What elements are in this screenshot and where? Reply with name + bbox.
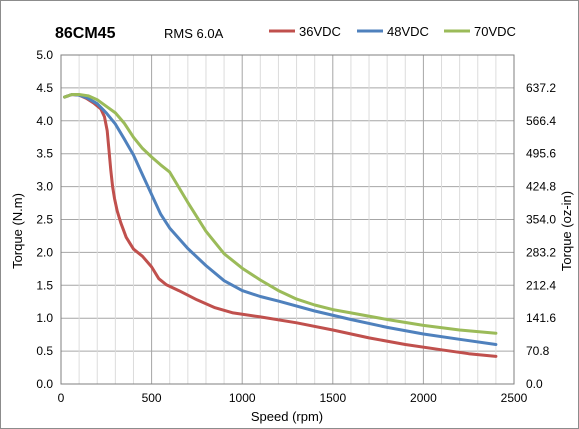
series-line-36vdc [63,93,498,358]
legend: 36VDC 48VDC 70VDC [269,24,516,39]
y2-tick-label: 566.4 [526,114,556,128]
y-tick-label: 0.0 [36,377,53,391]
y-tick-label: 3.5 [36,147,53,161]
x-axis-ticks: 0 500 1000 1500 2000 2500 [58,391,528,405]
y-tick-label: 4.5 [36,81,53,95]
x-axis-title: Speed (rpm) [251,409,323,424]
x-tick-label: 1500 [319,391,346,405]
legend-label-70vdc: 70VDC [474,24,516,39]
x-tick-label: 0 [58,391,65,405]
series-lines [63,93,498,358]
y-tick-label: 2.0 [36,245,53,259]
y-tick-label: 2.5 [36,213,53,227]
x-tick-label: 500 [142,391,162,405]
grid-lines [60,54,515,385]
y2-tick-label: 495.6 [526,147,556,161]
x-tick-label: 2500 [501,391,528,405]
plot-border [60,54,515,385]
y2-tick-label: 637.2 [526,81,556,95]
y-tick-label: 1.0 [36,311,53,325]
series-line-70vdc [63,93,498,335]
y2-tick-label: 283.2 [526,245,556,259]
x-tick-label: 1000 [229,391,256,405]
y2-tick-label: 354.0 [526,213,556,227]
x-tick-label: 2000 [410,391,437,405]
y-tick-label: 5.0 [36,48,53,62]
y-tick-label: 0.5 [36,344,53,358]
legend-label-48vdc: 48VDC [387,24,429,39]
y2-tick-label: 70.8 [526,344,550,358]
y-axis-ticks: 0.0 0.5 1.0 1.5 2.0 2.5 3.0 3.5 4.0 4.5 5.0 [36,48,53,391]
chart-title: 86CM45 [55,25,116,42]
y2-tick-label: 141.6 [526,311,556,325]
y2-axis-ticks: 0.0 70.8 141.6 212.4 283.2 354.0 424.8 495.6 566… [526,81,556,391]
series-line-48vdc [63,93,498,346]
legend-label-36vdc: 36VDC [299,24,341,39]
y2-tick-label: 212.4 [526,278,556,292]
y-tick-label: 4.0 [36,114,53,128]
y-axis-title: Torque (N.m) [10,193,25,269]
y2-tick-label: 0.0 [526,377,543,391]
y2-tick-label: 424.8 [526,180,556,194]
y-tick-label: 3.0 [36,180,53,194]
chart-subtitle: RMS 6.0A [164,26,224,41]
y-tick-label: 1.5 [36,278,53,292]
y2-axis-title: Torque (oz-in) [559,191,574,271]
